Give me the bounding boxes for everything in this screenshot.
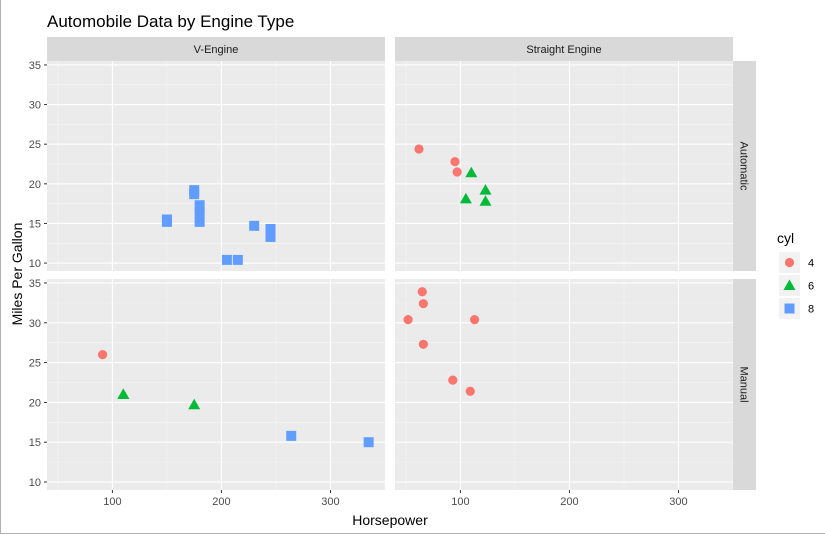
data-point-cyl-4 xyxy=(417,287,427,297)
legend-title: cyl xyxy=(777,230,794,246)
y-tick-label: 10 xyxy=(29,258,41,270)
data-point-cyl-8 xyxy=(363,437,374,448)
data-point-cyl-8 xyxy=(161,216,172,227)
data-point-cyl-8 xyxy=(194,207,205,218)
data-point-cyl-6 xyxy=(479,184,492,195)
facet-panels xyxy=(47,61,734,490)
facet-strip-col-label: V-Engine xyxy=(194,44,239,56)
x-tick-label: 200 xyxy=(212,496,230,508)
facet-strips: V-Engine Straight Engine Automatic Manual xyxy=(47,37,756,490)
facet-strip-row xyxy=(733,61,756,271)
y-axis-title: Miles Per Gallon xyxy=(9,223,25,326)
facet-strip-row-label: Automatic xyxy=(738,142,750,191)
y-tick-label: 25 xyxy=(29,358,41,370)
panel-background xyxy=(395,61,733,271)
x-tick-label: 100 xyxy=(103,496,121,508)
x-axis-title: Horsepower xyxy=(352,512,428,528)
panel-background xyxy=(47,61,385,271)
legend: cyl 4 6 8 xyxy=(777,230,814,319)
data-point-cyl-4 xyxy=(448,375,458,385)
facet-strip-row-label: Manual xyxy=(738,366,750,402)
legend-key-circle xyxy=(784,257,795,268)
data-point-cyl-4 xyxy=(414,144,424,154)
y-tick-label: 15 xyxy=(29,218,41,230)
data-point-cyl-4 xyxy=(98,350,108,360)
axis-ticks: 10 15 20 25 30 35 10 15 20 25 30 35 100 200 300 100 200 3… xyxy=(29,60,688,508)
data-point-cyl-4 xyxy=(418,299,428,309)
chart-title: Automobile Data by Engine Type xyxy=(47,12,294,31)
data-point-cyl-8 xyxy=(286,430,297,441)
data-point-cyl-4 xyxy=(418,339,428,349)
y-tick-label: 20 xyxy=(29,397,41,409)
data-point-cyl-6 xyxy=(459,192,472,204)
legend-label: 6 xyxy=(808,281,814,293)
data-point-cyl-4 xyxy=(465,386,475,396)
data-point-cyl-8 xyxy=(194,216,205,227)
x-tick-label: 300 xyxy=(669,496,687,508)
data-points xyxy=(98,144,492,448)
data-point-cyl-8 xyxy=(194,200,205,211)
data-point-cyl-8 xyxy=(189,185,200,196)
data-point-cyl-4 xyxy=(469,315,480,325)
data-point-cyl-4 xyxy=(403,315,413,325)
legend-label: 4 xyxy=(808,258,814,270)
y-tick-label: 35 xyxy=(29,278,41,290)
y-tick-label: 30 xyxy=(29,318,41,330)
legend-key-triangle xyxy=(783,279,796,290)
legend-key-square xyxy=(784,303,795,314)
y-tick-label: 20 xyxy=(29,179,41,191)
y-tick-label: 25 xyxy=(29,139,41,151)
data-point-cyl-8 xyxy=(221,254,232,265)
x-tick-label: 300 xyxy=(321,496,339,508)
data-point-cyl-4 xyxy=(450,157,460,167)
data-point-cyl-8 xyxy=(232,254,243,265)
facet-strip-col xyxy=(47,37,385,61)
y-tick-label: 30 xyxy=(29,100,41,112)
facet-strip-col xyxy=(395,37,733,61)
data-point-cyl-6 xyxy=(117,388,130,399)
data-point-cyl-8 xyxy=(265,224,276,234)
legend-label: 8 xyxy=(808,304,814,316)
x-tick-label: 100 xyxy=(451,496,469,508)
y-tick-label: 10 xyxy=(29,477,41,489)
data-point-cyl-8 xyxy=(265,231,276,242)
data-point-cyl-6 xyxy=(465,166,478,178)
panel-background xyxy=(47,279,385,490)
facet-strip-col-label: Straight Engine xyxy=(526,44,601,56)
data-point-cyl-4 xyxy=(452,167,462,177)
panel-background xyxy=(395,279,733,490)
data-point-cyl-8 xyxy=(249,220,260,231)
data-point-cyl-6 xyxy=(479,195,492,206)
facet-strip-row xyxy=(733,279,756,490)
data-point-cyl-6 xyxy=(188,398,201,410)
y-tick-label: 35 xyxy=(29,60,41,72)
x-tick-label: 200 xyxy=(560,496,578,508)
y-tick-label: 15 xyxy=(29,437,41,449)
